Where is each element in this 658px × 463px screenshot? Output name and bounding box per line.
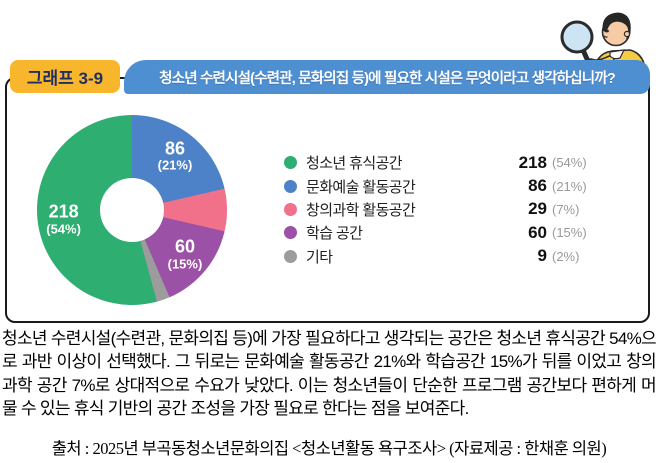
slice-label: 60 (15%) [167, 236, 203, 271]
legend-percent: (2%) [552, 248, 580, 264]
legend-dot-icon [284, 179, 297, 193]
legend-percent: (15%) [552, 225, 587, 241]
legend-dot-icon [284, 249, 297, 263]
legend-percent: (54%) [552, 155, 587, 171]
chart-legend: 청소년 휴식공간 218 (54%) 문화예술 활동공간 86 (21%) 창의과학 활동공… [284, 151, 606, 268]
legend-percent: (7%) [552, 201, 580, 217]
legend-percent: (21%) [552, 178, 587, 194]
legend-row: 학습 공간 60 (15%) [284, 221, 606, 244]
slice-percent: (54%) [46, 220, 81, 236]
chart-title: 청소년 수련시설(수련관, 문화의집 등)에 필요한 시설은 무엇이라고 생각하… [159, 70, 616, 87]
slice-value: 60 [174, 236, 195, 257]
graph-number-label: 그래프 3-9 [26, 69, 104, 88]
legend-value: 218 [518, 152, 547, 172]
legend-label: 문화예술 활동공간 [306, 178, 416, 196]
donut-hole [100, 178, 164, 242]
legend-row: 청소년 휴식공간 218 (54%) [284, 151, 606, 174]
legend-label: 청소년 휴식공간 [306, 155, 403, 173]
legend-row: 문화예술 활동공간 86 (21%) [284, 174, 606, 197]
graph-number-badge: 그래프 3-9 [10, 60, 120, 93]
legend-label: 기타 [306, 248, 333, 266]
legend-dot-icon [284, 156, 297, 170]
legend-value: 86 [528, 176, 547, 196]
legend-value: 9 [537, 246, 547, 266]
chart-title-banner: 청소년 수련시설(수련관, 문화의집 등)에 필요한 시설은 무엇이라고 생각하… [124, 60, 650, 94]
slice-value: 86 [164, 138, 185, 159]
legend-label: 창의과학 활동공간 [306, 201, 416, 219]
slice-percent: (21%) [157, 157, 193, 173]
legend-dot-icon [284, 202, 297, 216]
legend-value: 60 [528, 222, 547, 242]
slice-label: 218 (54%) [46, 201, 81, 236]
summary-paragraph: 청소년 수련시설(수련관, 문화의집 등)에 가장 필요하다고 생각되는 공간은… [2, 329, 657, 419]
legend-label: 학습 공간 [306, 225, 363, 243]
slice-label: 86 (21%) [157, 138, 193, 173]
source-citation: 출처 : 2025년 부곡동청소년문화의집 <청소년활동 욕구조사> (자료제공… [51, 439, 607, 458]
slice-value: 218 [48, 201, 79, 222]
donut-chart: 86 (21%) 60 (15%) 218 (54%) [37, 115, 227, 305]
person-head [601, 12, 631, 47]
slice-percent: (15%) [167, 255, 203, 271]
legend-row: 기타 9 (2%) [284, 245, 606, 268]
legend-value: 29 [528, 199, 547, 219]
legend-dot-icon [284, 226, 297, 240]
legend-row: 창의과학 활동공간 29 (7%) [284, 198, 606, 221]
